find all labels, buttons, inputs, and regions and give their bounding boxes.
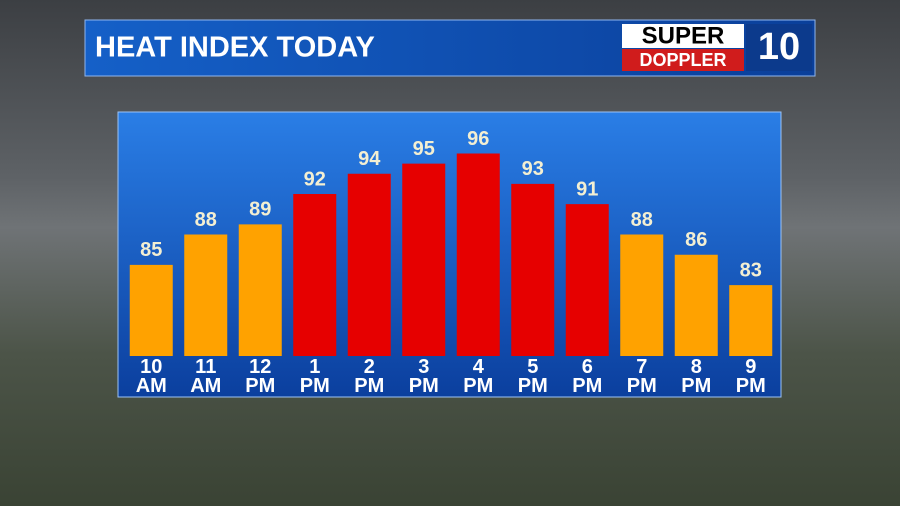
bar [620,234,664,356]
value-label: 85 [140,239,162,261]
x-tick-label: 9 PM [735,356,766,397]
x-tick-label: 5 PM [517,356,548,397]
logo-box [622,49,744,71]
bar [456,153,500,356]
x-tick-label: 6 PM [572,356,603,397]
x-tick-label: 11 AM [190,356,222,397]
value-label: 83 [740,259,762,281]
logo-number: 10 [758,26,800,68]
value-label: 89 [249,199,271,221]
bar [511,183,555,356]
bar [402,163,446,356]
bar [347,173,391,356]
value-label: 94 [358,148,381,170]
bar [674,254,718,356]
bar [729,285,773,356]
logo-box [746,24,812,71]
x-tick-label: 7 PM [626,356,657,397]
x-tick-label: 8 PM [681,356,712,397]
chart-title: HEAT INDEX TODAY [95,32,375,64]
logo-text: SUPER [642,22,725,49]
bar [238,224,282,356]
x-tick-label: 3 PM [408,356,439,397]
x-tick-label: 1 PM [299,356,330,397]
x-tick-label: 12 PM [245,356,276,397]
value-label: 88 [631,209,653,231]
value-label: 91 [576,178,598,200]
bar [184,234,228,356]
value-label: 95 [413,138,435,160]
bar [129,264,173,356]
plot-panel [117,111,782,398]
value-label: 96 [467,128,489,150]
logo-box [622,24,744,48]
logo-text: DOPPLER [639,50,726,70]
x-tick-label: 10 AM [135,356,167,397]
value-label: 88 [195,209,217,231]
value-label: 86 [685,229,707,251]
x-tick-label: 2 PM [354,356,385,397]
bar [293,194,337,356]
x-tick-label: 4 PM [463,356,494,397]
value-label: 93 [522,158,544,180]
value-label: 92 [304,168,326,190]
bar [565,204,609,356]
